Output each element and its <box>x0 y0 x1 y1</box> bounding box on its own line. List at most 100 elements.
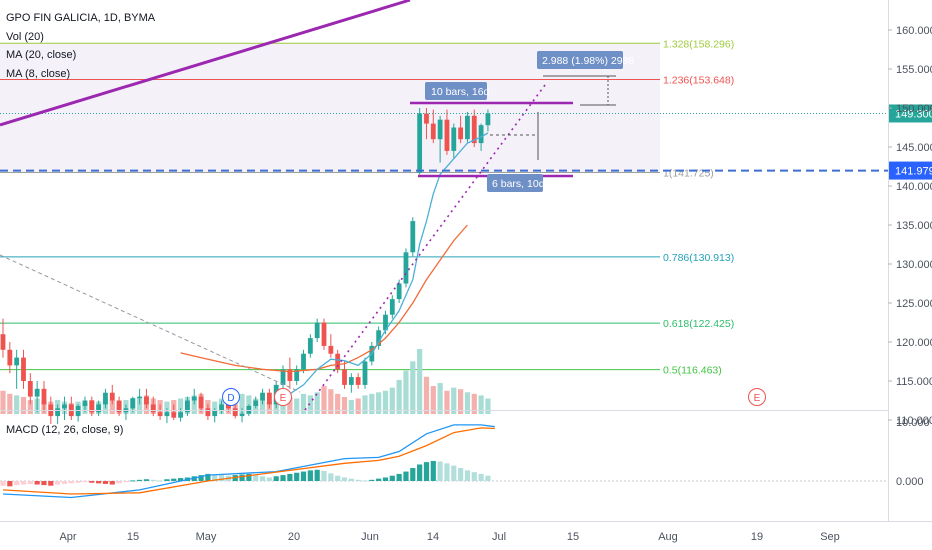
candle-body[interactable] <box>280 369 286 385</box>
candle-body[interactable] <box>205 408 211 417</box>
candle-body[interactable] <box>348 377 354 385</box>
candle-body[interactable] <box>451 127 457 151</box>
candle-body[interactable] <box>410 221 416 253</box>
candle-body[interactable] <box>321 322 327 346</box>
candle-body[interactable] <box>430 123 436 140</box>
candle-body[interactable] <box>307 338 313 354</box>
candle-body[interactable] <box>424 113 429 124</box>
legend-volume[interactable]: Vol (20) <box>6 31 44 43</box>
candle-body[interactable] <box>355 377 361 385</box>
candle-body[interactable] <box>144 396 149 405</box>
candle-body[interactable] <box>171 412 177 418</box>
candle-body[interactable] <box>137 396 142 399</box>
candle-body[interactable] <box>62 404 67 409</box>
macd-histogram-bar <box>68 481 74 484</box>
candle-body[interactable] <box>389 299 395 315</box>
candle-body[interactable] <box>185 400 190 413</box>
candle-body[interactable] <box>157 412 163 417</box>
earnings-marker-future-circle[interactable] <box>748 388 766 406</box>
volume-bar <box>239 393 245 414</box>
symbol-title[interactable]: GPO FIN GALICIA, 1D, BYMA <box>6 12 156 24</box>
candle-body[interactable] <box>396 283 402 300</box>
candle-body[interactable] <box>362 361 368 385</box>
candle-body[interactable] <box>34 388 40 397</box>
earnings-marker-circle[interactable] <box>274 388 292 406</box>
candle-body[interactable] <box>130 398 136 409</box>
candle-body[interactable] <box>109 392 115 401</box>
trend-line[interactable] <box>0 0 411 127</box>
candle-body[interactable] <box>485 113 491 126</box>
volume-bar <box>191 395 197 414</box>
candle-body[interactable] <box>417 113 423 173</box>
legend-ma20[interactable]: MA (20, close) <box>6 49 76 61</box>
candle-body[interactable] <box>376 330 382 346</box>
volume-bar <box>314 392 320 414</box>
candle-body[interactable] <box>178 412 183 418</box>
candle-body[interactable] <box>150 404 156 413</box>
candle-body[interactable] <box>478 125 484 144</box>
ma8-line[interactable] <box>275 132 489 404</box>
candle-body[interactable] <box>383 314 388 331</box>
candle-body[interactable] <box>27 381 33 397</box>
candle-body[interactable] <box>191 396 197 401</box>
fib-level-label: 1.236(153.648) <box>663 75 734 87</box>
candle-body[interactable] <box>14 357 20 366</box>
descending-line[interactable] <box>0 254 301 393</box>
candle-body[interactable] <box>335 353 341 370</box>
signal-line[interactable] <box>2 427 495 495</box>
candle-body[interactable] <box>96 404 102 413</box>
ascending-dotted-line[interactable] <box>304 84 546 411</box>
legend-ma8[interactable]: MA (8, close) <box>6 68 70 80</box>
candle-body[interactable] <box>7 349 13 366</box>
price-axis[interactable]: 160.000 155.000 150.000 145.000 140.000 135.0… <box>888 25 932 427</box>
candle-body[interactable] <box>260 392 265 401</box>
candle-body[interactable] <box>458 127 464 140</box>
candle-body[interactable] <box>55 408 61 417</box>
candle-body[interactable] <box>82 400 88 406</box>
candle-body[interactable] <box>437 119 443 140</box>
macd-axis[interactable]: 10.000 0.000 <box>896 417 930 488</box>
candle-body[interactable] <box>301 353 306 370</box>
macd-histogram-bar <box>307 470 313 481</box>
candle-body[interactable] <box>253 400 259 406</box>
candle-body[interactable] <box>403 252 409 284</box>
candle-body[interactable] <box>444 119 450 151</box>
volume-bar <box>177 398 184 414</box>
candle-body[interactable] <box>75 405 81 417</box>
time-axis[interactable]: Apr 15 May 20 Jun 14 Jul 15 Aug 19 Sep <box>59 531 839 543</box>
candle-body[interactable] <box>41 388 47 405</box>
candle-body[interactable] <box>116 400 122 413</box>
volume-bar <box>287 396 293 414</box>
candle-body[interactable] <box>103 392 108 405</box>
candle-body[interactable] <box>212 410 218 417</box>
candle-body[interactable] <box>294 369 300 381</box>
candle-body[interactable] <box>471 115 477 144</box>
candle-body[interactable] <box>266 392 272 405</box>
candle-body[interactable] <box>342 369 347 385</box>
candle-body[interactable] <box>232 408 238 417</box>
candle-body[interactable] <box>246 405 252 414</box>
candle-body[interactable] <box>0 334 6 350</box>
candle-body[interactable] <box>328 345 334 354</box>
candle-body[interactable] <box>239 413 245 417</box>
legend: GPO FIN GALICIA, 1D, BYMA Vol (20) MA (2… <box>6 12 156 436</box>
candle-body[interactable] <box>314 322 320 339</box>
macd-histogram-bar <box>369 479 375 481</box>
legend-macd[interactable]: MACD (12, 26, close, 9) <box>6 424 123 436</box>
macd-histogram-bar <box>259 476 266 481</box>
volume-bar <box>485 398 491 414</box>
candle-body[interactable] <box>219 404 224 411</box>
candle-body[interactable] <box>198 396 204 409</box>
candle-body[interactable] <box>465 115 470 140</box>
drawing-layer[interactable]: 141.979 10 bars, 16d 6 bars, 10d 2.988 (1.9… <box>0 0 932 411</box>
candle-body[interactable] <box>21 357 26 381</box>
candle-body[interactable] <box>225 404 231 409</box>
candle-body[interactable] <box>164 412 170 417</box>
macd-line[interactable] <box>2 424 495 499</box>
ma20-line[interactable] <box>180 224 468 373</box>
candle-body[interactable] <box>287 369 293 381</box>
dividend-marker-circle[interactable] <box>222 388 240 406</box>
candle-body[interactable] <box>89 400 95 413</box>
macd-pane[interactable] <box>0 424 888 499</box>
